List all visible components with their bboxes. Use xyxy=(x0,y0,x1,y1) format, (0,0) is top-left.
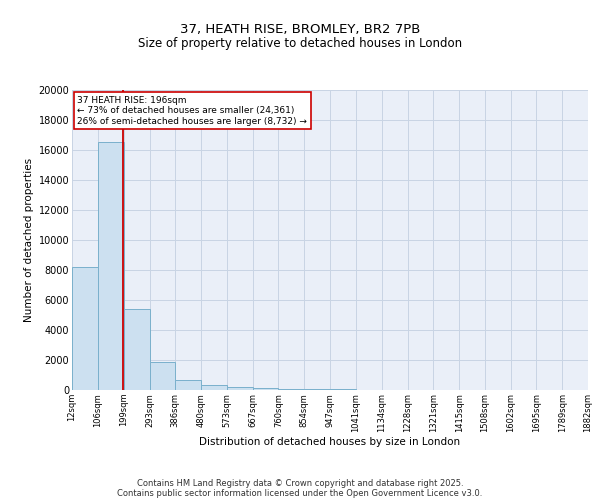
Bar xyxy=(253,388,278,390)
Bar xyxy=(149,362,175,390)
Bar xyxy=(124,309,149,390)
Text: 37 HEATH RISE: 196sqm
← 73% of detached houses are smaller (24,361)
26% of semi-: 37 HEATH RISE: 196sqm ← 73% of detached … xyxy=(77,96,307,126)
Bar xyxy=(72,267,98,390)
Bar xyxy=(201,385,227,390)
Y-axis label: Number of detached properties: Number of detached properties xyxy=(25,158,34,322)
X-axis label: Distribution of detached houses by size in London: Distribution of detached houses by size … xyxy=(199,438,461,448)
Bar xyxy=(227,386,253,390)
Bar xyxy=(330,389,356,390)
Text: Size of property relative to detached houses in London: Size of property relative to detached ho… xyxy=(138,38,462,51)
Bar xyxy=(175,380,201,390)
Text: Contains HM Land Registry data © Crown copyright and database right 2025.: Contains HM Land Registry data © Crown c… xyxy=(137,478,463,488)
Bar xyxy=(304,389,330,390)
Bar xyxy=(278,388,304,390)
Text: Contains public sector information licensed under the Open Government Licence v3: Contains public sector information licen… xyxy=(118,488,482,498)
Bar xyxy=(98,142,124,390)
Text: 37, HEATH RISE, BROMLEY, BR2 7PB: 37, HEATH RISE, BROMLEY, BR2 7PB xyxy=(180,22,420,36)
